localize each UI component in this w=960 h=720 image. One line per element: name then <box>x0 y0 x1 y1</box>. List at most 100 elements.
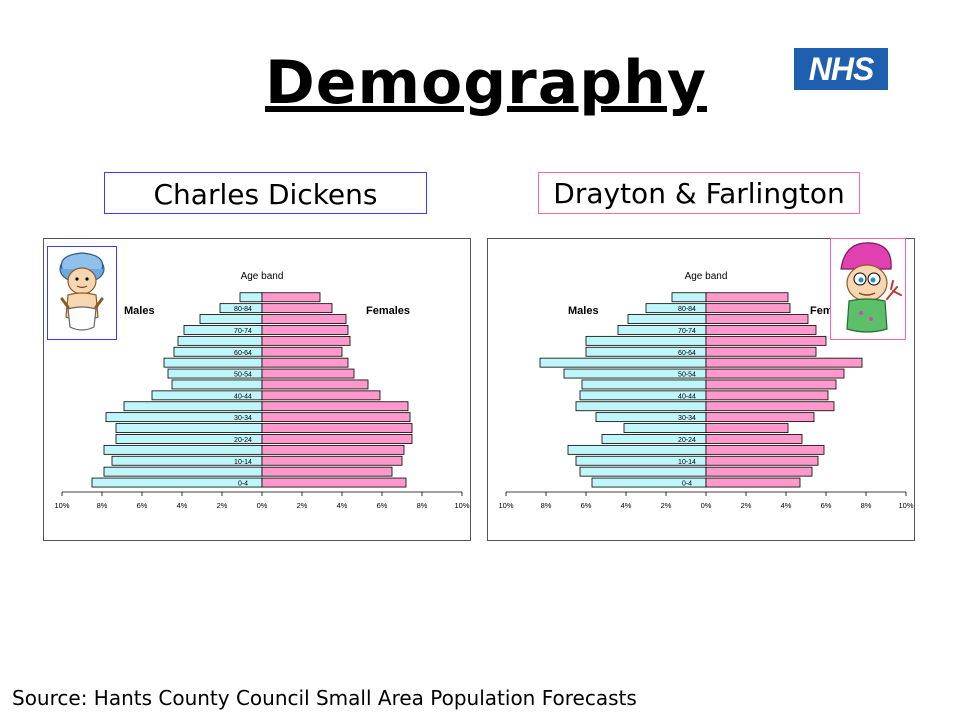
female-bar-75-79 <box>705 314 809 324</box>
female-bar-85+ <box>261 292 321 303</box>
age-tick-label: 0-4 <box>682 481 692 488</box>
x-tick-label: 4% <box>177 501 188 510</box>
male-bar-5-9 <box>579 466 707 477</box>
female-bar-20-24 <box>261 434 413 444</box>
male-bar-55-59 <box>539 357 707 368</box>
female-bar-10-14 <box>705 455 819 466</box>
female-bar-40-44 <box>705 390 829 401</box>
male-bar-55-59 <box>163 357 263 368</box>
age-tick-label: 70-74 <box>678 328 696 335</box>
age-tick-label: 40-44 <box>234 393 252 400</box>
female-bar-0-4 <box>705 477 801 488</box>
male-bar-35-39 <box>575 401 707 412</box>
male-bar-75-79 <box>199 314 263 324</box>
age-tick-label: 60-64 <box>234 350 252 357</box>
age-tick-label: 80-84 <box>678 306 696 313</box>
age-tick-label: 50-54 <box>234 372 252 379</box>
males-label: Males <box>568 305 599 317</box>
x-tick-label: 2% <box>217 501 228 510</box>
female-bar-75-79 <box>261 314 347 324</box>
male-bar-5-9 <box>103 466 263 477</box>
source-note: Source: Hants County Council Small Area … <box>12 686 637 710</box>
female-bar-55-59 <box>261 357 349 368</box>
male-bar-65-69 <box>177 335 263 346</box>
male-bar-35-39 <box>123 401 263 412</box>
age-tick-label: 40-44 <box>678 393 696 400</box>
male-bar-25-29 <box>115 423 263 433</box>
male-bar-45-49 <box>171 379 263 390</box>
female-bar-70-74 <box>261 325 349 335</box>
male-bar-65-69 <box>585 335 707 346</box>
nhs-logo-text: NHS <box>808 50 875 87</box>
female-bar-35-39 <box>261 401 409 412</box>
population-pyramid-right: Age bandMalesFemales0-410-1420-2430-3440… <box>498 271 913 510</box>
baby-character-icon <box>47 246 117 340</box>
girl-character-icon <box>830 238 906 340</box>
x-tick-label: 6% <box>377 501 388 510</box>
page-title: Demography <box>264 48 708 118</box>
male-bar-80-84 <box>645 303 707 314</box>
female-bar-15-19 <box>705 444 825 455</box>
x-tick-label: 4% <box>781 501 792 510</box>
male-bar-85+ <box>239 292 263 303</box>
female-bar-80-84 <box>705 303 791 314</box>
female-bar-0-4 <box>261 477 407 488</box>
x-tick-label: 0% <box>257 501 268 510</box>
x-tick-label: 8% <box>417 501 428 510</box>
males-label: Males <box>124 305 155 317</box>
female-bar-60-64 <box>261 346 343 357</box>
x-tick-label: 6% <box>137 501 148 510</box>
x-tick-label: 6% <box>581 501 592 510</box>
female-bar-30-34 <box>261 412 411 423</box>
female-bar-55-59 <box>705 357 863 368</box>
x-tick-label: 10% <box>54 501 69 510</box>
age-tick-label: 20-24 <box>678 437 696 444</box>
y-axis-title: Age band <box>685 271 728 282</box>
chart-title-right: Drayton & Farlington <box>538 172 860 214</box>
age-tick-label: 70-74 <box>234 328 252 335</box>
x-tick-label: 0% <box>701 501 712 510</box>
female-bar-10-14 <box>261 455 403 466</box>
male-bar-25-29 <box>623 423 707 433</box>
male-bar-45-49 <box>581 379 707 390</box>
male-bar-15-19 <box>567 444 707 455</box>
x-tick-label: 8% <box>861 501 872 510</box>
female-bar-30-34 <box>705 412 815 423</box>
x-tick-label: 8% <box>541 501 552 510</box>
age-tick-label: 60-64 <box>678 350 696 357</box>
age-tick-label: 30-34 <box>678 415 696 422</box>
female-bar-35-39 <box>705 401 835 412</box>
females-label: Females <box>366 305 410 317</box>
age-tick-label: 10-14 <box>678 459 696 466</box>
x-tick-label: 10% <box>454 501 469 510</box>
nhs-logo: NHS <box>794 48 888 90</box>
age-tick-label: 80-84 <box>234 306 252 313</box>
female-bar-65-69 <box>705 335 827 346</box>
female-bar-15-19 <box>261 444 405 455</box>
female-bar-65-69 <box>261 335 351 346</box>
x-tick-label: 2% <box>661 501 672 510</box>
age-tick-label: 0-4 <box>238 481 248 488</box>
age-tick-label: 30-34 <box>234 415 252 422</box>
chart-title-left: Charles Dickens <box>104 172 427 214</box>
female-bar-45-49 <box>261 379 369 390</box>
x-tick-label: 2% <box>297 501 308 510</box>
female-bar-50-54 <box>261 368 355 379</box>
x-tick-label: 4% <box>337 501 348 510</box>
female-bar-20-24 <box>705 434 803 444</box>
female-bar-25-29 <box>705 423 789 433</box>
male-bar-75-79 <box>627 314 707 324</box>
female-bar-40-44 <box>261 390 381 401</box>
age-tick-label: 20-24 <box>234 437 252 444</box>
x-tick-label: 2% <box>741 501 752 510</box>
x-tick-label: 10% <box>498 501 513 510</box>
x-tick-label: 6% <box>821 501 832 510</box>
male-bar-85+ <box>671 292 707 303</box>
female-bar-5-9 <box>705 466 813 477</box>
x-tick-label: 8% <box>97 501 108 510</box>
x-tick-label: 10% <box>898 501 913 510</box>
female-bar-60-64 <box>705 346 817 357</box>
age-tick-label: 50-54 <box>678 372 696 379</box>
female-bar-45-49 <box>705 379 837 390</box>
y-axis-title: Age band <box>241 271 284 282</box>
